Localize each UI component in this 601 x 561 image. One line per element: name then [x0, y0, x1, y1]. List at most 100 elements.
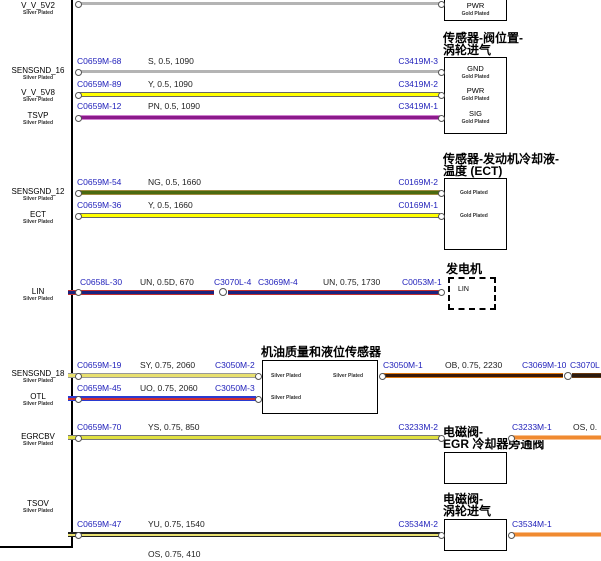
- ecu-pin-tsvp: TSVP Silver Plated: [0, 111, 76, 127]
- connector-label: C0659M-70: [77, 422, 122, 432]
- wire-spec: NG, 0.5, 1660: [148, 177, 201, 187]
- wire-spec: SY, 0.75, 2060: [140, 360, 196, 370]
- pin-name: SENSGND_16: [11, 66, 65, 75]
- pin-plating: Silver Plated: [22, 97, 53, 103]
- wire-lin-1[interactable]: [68, 290, 214, 295]
- ecu-pin-sensgnd-12: SENSGND_12 Silver Plated: [0, 187, 76, 203]
- component-generator[interactable]: LIN: [448, 277, 496, 310]
- wire-egr-out[interactable]: [512, 435, 601, 440]
- wire-spec: OS, 0.75, 410: [148, 549, 201, 559]
- connector-label: C3233M-1: [512, 422, 552, 432]
- connector-label: C0169M-2: [398, 177, 438, 187]
- terminal: [438, 69, 445, 76]
- wire-spec: UN, 0.5D, 670: [140, 277, 194, 287]
- connector-label: C3069M-4: [258, 277, 298, 287]
- component-oil-sensor[interactable]: Silver Plated Silver Plated Silver Plate…: [262, 360, 378, 414]
- component-title: 传感器-发动机冷却液- 温度 (ECT): [443, 152, 559, 178]
- component-egr-valve[interactable]: [444, 452, 507, 484]
- connector-label: C0169M-1: [398, 200, 438, 210]
- terminal: [508, 532, 515, 539]
- wire-spec: UO, 0.75, 2060: [140, 383, 198, 393]
- terminal: [75, 190, 82, 197]
- terminal: [75, 213, 82, 220]
- ecu-pin-lin: LIN Silver Plated: [0, 287, 76, 303]
- wire-sensgnd-16[interactable]: [78, 70, 440, 73]
- wire-spec: YS, 0.75, 850: [148, 422, 200, 432]
- pin-plating: Silver Plated: [22, 120, 53, 126]
- connector-label: C3534M-2: [398, 519, 438, 529]
- inline-connector[interactable]: [219, 288, 227, 296]
- connector-label: C3050M-3: [215, 383, 255, 393]
- connector-label: C3233M-2: [398, 422, 438, 432]
- pin-name: SENSGND_18: [11, 369, 65, 378]
- terminal: [75, 92, 82, 99]
- pin-plating: Silver Plated: [333, 373, 364, 379]
- pin-lin: LIN: [458, 286, 469, 293]
- ecu-pin-tsov: TSOV Silver Plated: [0, 499, 76, 515]
- pin-name: V_V_5V2: [21, 1, 55, 10]
- terminal: [75, 532, 82, 539]
- pin-plating: Silver Plated: [22, 196, 53, 202]
- wire-tsvp[interactable]: [78, 115, 440, 120]
- pin-plating: Silver Plated: [271, 395, 302, 401]
- component-turbo-valve[interactable]: [444, 519, 507, 551]
- pin-plating: Silver Plated: [22, 441, 53, 447]
- pin-plating: Silver Plated: [271, 373, 302, 379]
- connector-label: C3419M-3: [398, 56, 438, 66]
- pin-name: LIN: [31, 287, 45, 296]
- pin-name: EGRCBV: [21, 432, 55, 441]
- connector-label: C3534M-1: [512, 519, 552, 529]
- pin-plating: Silver Plated: [22, 378, 53, 384]
- wire-spec: OS, 0.: [573, 422, 598, 432]
- terminal: [438, 1, 445, 8]
- pin-plating: Gold Plated: [460, 213, 488, 219]
- ecu-pin-egrcbv: EGRCBV Silver Plated: [0, 432, 76, 448]
- wire-lin-2[interactable]: [228, 290, 440, 295]
- terminal: [75, 373, 82, 380]
- pin-name: PWR: [466, 1, 485, 10]
- ecu-pin-otl: OTL Silver Plated: [0, 392, 76, 408]
- ecu-pin-sensgnd-18: SENSGND_18 Silver Plated: [0, 369, 76, 385]
- wire-spec: Y, 0.5, 1090: [148, 79, 193, 89]
- wire-tsov[interactable]: [68, 532, 440, 537]
- wire-spec: S, 0.5, 1090: [148, 56, 194, 66]
- wire-sensgnd-18[interactable]: [68, 373, 256, 378]
- terminal: [438, 92, 445, 99]
- terminal: [438, 435, 445, 442]
- connector-label: C0659M-36: [77, 200, 122, 210]
- wire-ect[interactable]: [78, 213, 440, 218]
- component-valve-position-sensor[interactable]: GND Gold Plated PWR Gold Plated SIG Gold Pl…: [444, 57, 507, 134]
- terminal: [75, 1, 82, 8]
- terminal: [75, 69, 82, 76]
- ecu-pin-ect: ECT Silver Plated: [0, 210, 76, 226]
- pin-name: ECT: [30, 210, 46, 219]
- pin-plating: Silver Plated: [22, 401, 53, 407]
- wire-sensgnd-12[interactable]: [78, 190, 440, 195]
- component-title: 发电机: [446, 262, 483, 276]
- connector-label: C3419M-1: [398, 101, 438, 111]
- connector-label: C0659M-12: [77, 101, 122, 111]
- component-top-partial: PWR Gold Plated: [444, 0, 507, 21]
- pin-sig: SIG Gold Plated: [461, 109, 490, 126]
- terminal: [255, 373, 262, 380]
- wire-oil-out-2[interactable]: [572, 373, 601, 378]
- ecu-pin-v-v-5v8: V_V_5V8 Silver Plated: [0, 88, 76, 104]
- terminal: [438, 289, 445, 296]
- inline-connector[interactable]: [564, 372, 572, 380]
- wire-spec: UN, 0.75, 1730: [323, 277, 381, 287]
- wire-otl[interactable]: [68, 396, 256, 401]
- wire-turbo-out[interactable]: [512, 532, 601, 537]
- connector-label: C3070L-4: [214, 277, 252, 287]
- terminal: [379, 373, 386, 380]
- component-ect-sensor[interactable]: Gold Plated Gold Plated: [444, 178, 507, 250]
- wire-egrcbv[interactable]: [68, 435, 440, 440]
- wire-v-v-5v8[interactable]: [78, 92, 440, 97]
- connector-label: C0658L-30: [80, 277, 123, 287]
- pin-name: OTL: [30, 392, 46, 401]
- pin-plating: Silver Plated: [22, 508, 53, 514]
- wire-v-v-5v2[interactable]: [78, 2, 440, 5]
- terminal: [75, 115, 82, 122]
- wire-spec: YU, 0.75, 1540: [148, 519, 205, 529]
- wire-oil-out[interactable]: [383, 373, 563, 378]
- pin-gnd: GND Gold Plated: [461, 64, 490, 81]
